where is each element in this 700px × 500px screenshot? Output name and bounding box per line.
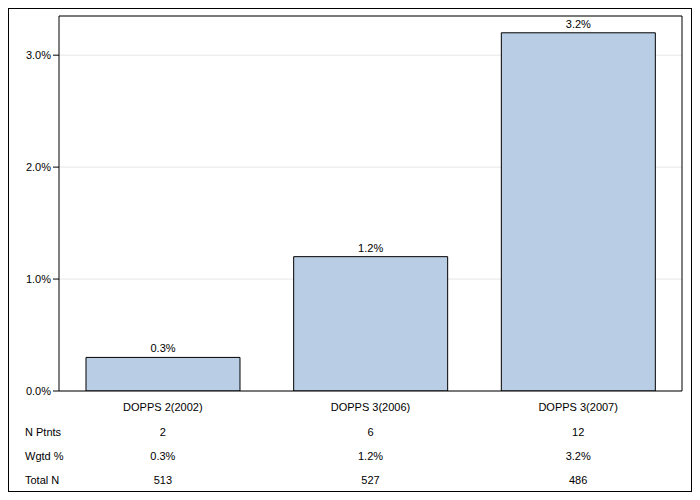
svg-text:0.0%: 0.0% xyxy=(26,385,51,397)
svg-text:DOPPS 3(2007): DOPPS 3(2007) xyxy=(538,401,617,413)
svg-text:1.2%: 1.2% xyxy=(358,450,383,462)
svg-text:1.2%: 1.2% xyxy=(358,242,383,254)
svg-text:3.2%: 3.2% xyxy=(566,450,591,462)
svg-text:3.2%: 3.2% xyxy=(566,18,591,30)
svg-text:Total N: Total N xyxy=(25,474,59,486)
svg-text:6: 6 xyxy=(367,426,373,438)
svg-text:2.0%: 2.0% xyxy=(26,161,51,173)
svg-text:N Ptnts: N Ptnts xyxy=(25,426,62,438)
svg-text:2: 2 xyxy=(160,426,166,438)
svg-text:527: 527 xyxy=(361,474,379,486)
svg-text:1.0%: 1.0% xyxy=(26,273,51,285)
svg-text:486: 486 xyxy=(569,474,587,486)
svg-text:3.0%: 3.0% xyxy=(26,49,51,61)
svg-text:513: 513 xyxy=(154,474,172,486)
svg-text:12: 12 xyxy=(572,426,584,438)
svg-text:0.3%: 0.3% xyxy=(150,450,175,462)
svg-text:DOPPS 2(2002): DOPPS 2(2002) xyxy=(123,401,202,413)
svg-text:DOPPS 3(2006): DOPPS 3(2006) xyxy=(331,401,410,413)
svg-text:Wgtd %: Wgtd % xyxy=(25,450,64,462)
svg-text:0.3%: 0.3% xyxy=(150,342,175,354)
